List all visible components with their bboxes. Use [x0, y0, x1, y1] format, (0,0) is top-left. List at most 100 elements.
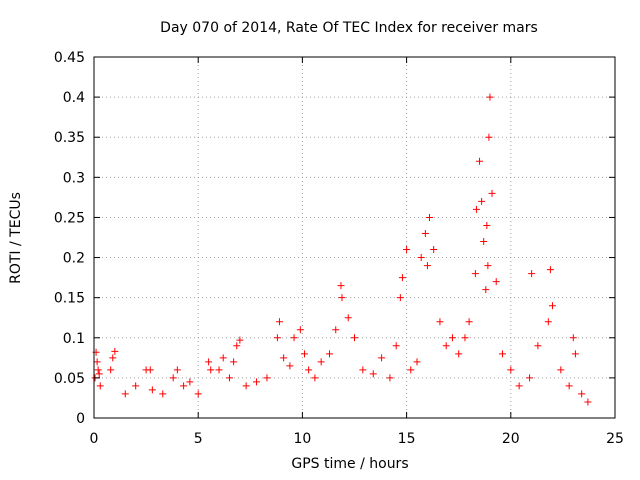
data-point [386, 374, 394, 382]
x-axis-label: GPS time / hours [291, 456, 408, 472]
data-point [180, 382, 188, 390]
data-point [351, 334, 358, 342]
y-tick-label: 0.05 [54, 371, 85, 387]
data-point [413, 358, 421, 366]
x-tick-label: 15 [398, 431, 416, 447]
data-point [233, 342, 241, 350]
y-tick-label: 0 [76, 411, 85, 427]
x-tick-label: 5 [194, 431, 203, 447]
data-point [546, 266, 554, 274]
data-point [194, 390, 202, 398]
data-point [484, 262, 492, 270]
data-point [207, 366, 215, 374]
data-point [215, 366, 223, 374]
data-point [492, 278, 500, 286]
data-point [263, 374, 271, 382]
data-point [426, 213, 434, 221]
data-point [317, 358, 325, 366]
data-point [296, 326, 304, 334]
y-tick-label: 0.4 [63, 90, 85, 106]
data-point [548, 302, 556, 310]
x-tick-label: 20 [502, 431, 520, 447]
data-point [565, 382, 573, 390]
data-point [94, 366, 102, 374]
data-point [186, 378, 194, 386]
data-point [486, 93, 494, 101]
chart-title: Day 070 of 2014, Rate Of TEC Index for r… [160, 20, 538, 36]
data-point [483, 221, 491, 229]
data-point [526, 374, 534, 382]
data-point [392, 342, 400, 350]
data-points [91, 93, 592, 406]
data-point [95, 370, 103, 378]
y-axis-label: ROTI / TECUs [8, 192, 24, 284]
x-axis: 0 5 10 15 20 25 [90, 57, 624, 447]
data-point [280, 354, 288, 362]
data-point [423, 262, 431, 270]
y-tick-label: 0.45 [54, 50, 85, 66]
data-point [584, 398, 592, 406]
data-point [338, 294, 346, 302]
data-point [455, 350, 463, 358]
x-tick-label: 0 [90, 431, 99, 447]
data-point [169, 374, 177, 382]
data-point [273, 334, 281, 342]
data-point [403, 246, 411, 254]
data-point [369, 370, 377, 378]
data-point [121, 390, 129, 398]
data-point [93, 358, 101, 366]
data-point [146, 366, 154, 374]
data-point [430, 246, 438, 254]
data-point [173, 366, 181, 374]
data-point [534, 342, 542, 350]
data-point [528, 270, 536, 278]
data-point [275, 318, 283, 326]
data-point [472, 205, 480, 213]
y-axis: 0 0.05 0.1 0.15 0.2 0.25 0.3 0.35 0.4 0.45 [54, 50, 615, 427]
data-point [485, 133, 493, 141]
data-point [311, 374, 319, 382]
data-point [461, 334, 469, 342]
data-point [300, 350, 308, 358]
data-point [148, 386, 156, 394]
data-point [236, 336, 244, 344]
data-point [205, 358, 213, 366]
data-point [286, 362, 294, 370]
x-tick-label: 10 [293, 431, 311, 447]
data-point [544, 318, 552, 326]
data-point [242, 382, 250, 390]
data-point [557, 366, 565, 374]
data-point [337, 282, 345, 290]
data-point [396, 294, 404, 302]
data-point [569, 334, 577, 342]
data-point [507, 366, 515, 374]
data-point [290, 334, 298, 342]
data-point [465, 318, 473, 326]
data-point [417, 254, 425, 262]
y-tick-label: 0.35 [54, 130, 85, 146]
data-point [107, 366, 115, 374]
data-point [448, 334, 456, 342]
data-point [305, 366, 313, 374]
data-point [578, 390, 586, 398]
data-point [407, 366, 415, 374]
data-point [421, 229, 429, 237]
data-point [442, 342, 450, 350]
data-point [515, 382, 523, 390]
y-tick-label: 0.2 [63, 251, 85, 267]
data-point [344, 314, 352, 322]
y-tick-label: 0.3 [63, 170, 85, 186]
data-point [471, 270, 479, 278]
data-point [219, 354, 227, 362]
data-point [488, 189, 496, 197]
data-point [96, 382, 104, 390]
data-point [332, 326, 340, 334]
grid [94, 57, 615, 418]
data-point [359, 366, 367, 374]
data-point [398, 274, 406, 282]
data-point [325, 350, 333, 358]
data-point [571, 350, 579, 358]
data-point [480, 238, 488, 246]
data-point [225, 374, 233, 382]
x-tick-label: 25 [606, 431, 624, 447]
